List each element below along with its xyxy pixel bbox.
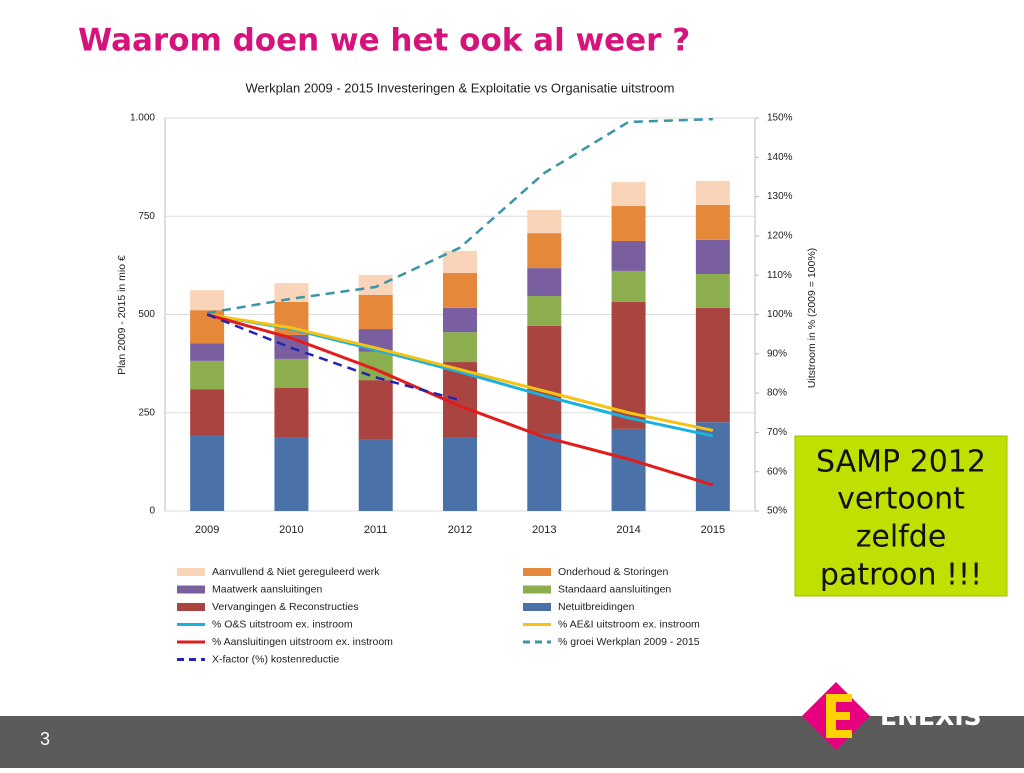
bar-segment bbox=[695, 204, 730, 240]
y2-tick-label: 70% bbox=[767, 427, 787, 438]
bar-segment bbox=[274, 387, 309, 438]
line-series bbox=[206, 313, 714, 487]
bar-segment bbox=[274, 437, 309, 511]
y2-tick-label: 140% bbox=[767, 152, 793, 163]
logo-text: ENEXIS bbox=[880, 702, 982, 731]
logo-shape bbox=[826, 694, 852, 738]
bar-segment bbox=[695, 180, 730, 205]
line-series bbox=[206, 313, 714, 432]
y2-tick-label: 150% bbox=[767, 113, 793, 124]
legend-swatch bbox=[523, 568, 551, 576]
bar-segment bbox=[611, 270, 646, 302]
bar-segment bbox=[695, 239, 730, 275]
x-tick-label: 2012 bbox=[448, 524, 472, 536]
bar-segment bbox=[527, 433, 562, 511]
bar-segment bbox=[358, 294, 393, 330]
legend-label: % Aansluitingen uitstroom ex. instroom bbox=[212, 636, 393, 648]
bar-segment bbox=[190, 290, 225, 311]
bar-segment bbox=[358, 439, 393, 511]
y2-tick-label: 110% bbox=[767, 270, 792, 281]
callout-line: vertoont bbox=[837, 482, 965, 517]
bar-segment bbox=[527, 268, 562, 297]
legend-label: % O&S uitstroom ex. instroom bbox=[212, 618, 353, 630]
bar-segment bbox=[611, 206, 646, 242]
legend-label: Onderhoud & Storingen bbox=[558, 566, 668, 578]
bar-segment bbox=[190, 343, 225, 361]
bar-segment bbox=[358, 274, 393, 295]
bar-segment bbox=[527, 296, 562, 326]
callout-line: zelfde bbox=[856, 520, 947, 555]
bar-segment bbox=[443, 332, 477, 363]
bar-segment bbox=[190, 360, 225, 390]
legend-label: Maatwerk aansluitingen bbox=[212, 583, 322, 595]
bar-segment bbox=[443, 272, 477, 308]
bar-segment bbox=[527, 209, 562, 234]
chart-title: Werkplan 2009 - 2015 Investeringen & Exp… bbox=[246, 80, 675, 95]
bar-segment bbox=[695, 422, 730, 511]
legend-swatch bbox=[177, 603, 205, 611]
y-tick-label: 250 bbox=[138, 407, 155, 418]
bar-segment bbox=[443, 437, 477, 511]
y-tick-label: 1.000 bbox=[130, 113, 155, 124]
y-tick-label: 750 bbox=[138, 211, 155, 222]
y2-tick-label: 60% bbox=[767, 466, 787, 477]
bar-segment bbox=[358, 380, 393, 440]
slide-title: Waarom doen we het ook al weer ? bbox=[78, 23, 690, 59]
y2-tick-label: 120% bbox=[767, 231, 793, 242]
y2-tick-label: 100% bbox=[767, 309, 793, 320]
y2-axis-label: Uitstroom in % (2009 = 100%) bbox=[806, 248, 818, 388]
x-tick-label: 2015 bbox=[701, 524, 725, 536]
legend-label: Netuitbreidingen bbox=[558, 601, 635, 613]
bar-segment bbox=[695, 307, 730, 423]
bar-segment bbox=[190, 435, 225, 511]
bar-segment bbox=[527, 325, 562, 434]
bar-segment bbox=[527, 233, 562, 269]
legend-label: Vervangingen & Reconstructies bbox=[212, 601, 359, 613]
bar-segment bbox=[443, 307, 477, 333]
bar-segment bbox=[611, 301, 646, 429]
y2-tick-label: 50% bbox=[767, 506, 787, 517]
y2-tick-label: 90% bbox=[767, 348, 787, 359]
legend-label: Aanvullend & Niet gereguleerd werk bbox=[212, 566, 380, 578]
y2-tick-label: 130% bbox=[767, 191, 793, 202]
legend-label: % groei Werkplan 2009 - 2015 bbox=[558, 636, 700, 648]
legend-label: X-factor (%) kostenreductie bbox=[212, 653, 339, 665]
bar-segment bbox=[274, 283, 309, 302]
callout-box bbox=[794, 435, 1008, 597]
logo: ENEXIS bbox=[802, 682, 982, 750]
footer-bar bbox=[0, 716, 1024, 768]
y-axis-label: Plan 2009 - 2015 in mio € bbox=[116, 255, 128, 375]
callout-line: patroon !!! bbox=[820, 558, 982, 593]
bar-segment bbox=[611, 428, 646, 511]
callout-line: SAMP 2012 bbox=[816, 445, 986, 480]
legend-swatch bbox=[523, 603, 551, 611]
legend-swatch bbox=[523, 585, 551, 594]
bar-segment bbox=[443, 250, 477, 273]
legend-label: Standaard aansluitingen bbox=[558, 583, 671, 595]
y-tick-label: 0 bbox=[149, 506, 155, 517]
line-series bbox=[206, 313, 461, 402]
bar-segment bbox=[695, 274, 730, 308]
x-tick-label: 2010 bbox=[279, 524, 303, 536]
page-number: 3 bbox=[40, 729, 50, 749]
x-tick-label: 2013 bbox=[532, 524, 556, 536]
x-tick-label: 2011 bbox=[364, 524, 388, 536]
legend-swatch bbox=[177, 585, 205, 594]
x-tick-label: 2014 bbox=[616, 524, 640, 536]
bar-segment bbox=[274, 358, 309, 388]
bar-segment bbox=[190, 389, 225, 436]
x-tick-label: 2009 bbox=[195, 524, 219, 536]
bar-segment bbox=[611, 241, 646, 271]
line-series bbox=[206, 117, 713, 315]
y2-tick-label: 80% bbox=[767, 388, 787, 399]
bar-segment bbox=[611, 182, 646, 207]
legend-label: % AE&I uitstroom ex. instroom bbox=[558, 618, 700, 630]
y-tick-label: 500 bbox=[138, 309, 155, 320]
legend-swatch bbox=[177, 568, 205, 576]
